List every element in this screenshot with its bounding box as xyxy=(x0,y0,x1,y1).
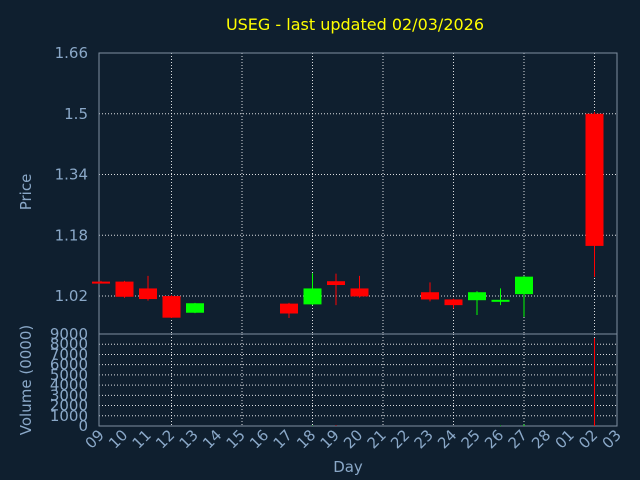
candle-body xyxy=(327,281,345,286)
candle-body xyxy=(186,303,204,313)
volume-tick-label: 1000 xyxy=(50,407,88,425)
candle-body xyxy=(491,299,510,302)
candle-body xyxy=(468,292,486,301)
x-tick-label: 02 xyxy=(575,426,601,452)
price-y-ticks: 1.02 1.18 1.34 1.5 1.66 xyxy=(55,44,88,305)
price-tick-label: 1.34 xyxy=(55,166,88,184)
x-tick-label: 22 xyxy=(387,426,413,452)
candle-body xyxy=(585,113,604,246)
volume-bars xyxy=(312,338,595,426)
volume-tick-label: 9000 xyxy=(50,325,88,343)
x-tick-label: 15 xyxy=(223,426,249,452)
volume-tick-label: 2000 xyxy=(50,397,88,415)
candle-body xyxy=(92,281,110,284)
candle-body xyxy=(162,296,181,318)
x-tick-label: 19 xyxy=(317,426,343,452)
x-tick-label: 24 xyxy=(434,426,460,452)
x-tick-label: 10 xyxy=(105,426,131,452)
x-tick-label: 01 xyxy=(552,426,578,452)
x-tick-label: 03 xyxy=(599,426,625,452)
x-tick-label: 23 xyxy=(411,426,437,452)
candle-body xyxy=(115,281,134,297)
x-tick-label: 25 xyxy=(458,426,484,452)
x-tick-label: 14 xyxy=(199,426,225,452)
candle-body xyxy=(444,299,463,306)
candle-body xyxy=(280,303,298,314)
volume-tick-label: 7000 xyxy=(50,345,88,363)
x-tick-label: 26 xyxy=(481,426,507,452)
volume-tick-label: 0 xyxy=(78,417,88,435)
volume-tick-label: 4000 xyxy=(50,376,88,394)
x-tick-label: 28 xyxy=(528,426,554,452)
volume-grid xyxy=(99,333,617,427)
price-tick-label: 1.18 xyxy=(55,226,88,244)
price-tick-label: 1.02 xyxy=(55,287,88,305)
candle-body xyxy=(139,288,157,300)
volume-tick-label: 8000 xyxy=(50,335,88,353)
volume-tick-label: 6000 xyxy=(50,356,88,374)
x-tick-label: 21 xyxy=(364,426,390,452)
x-tick-label: 27 xyxy=(505,426,531,452)
candle-body xyxy=(421,292,439,300)
x-tick-label: 16 xyxy=(246,426,272,452)
volume-panel-frame xyxy=(98,333,618,427)
x-tick-label: 12 xyxy=(152,426,178,452)
x-tick-label: 20 xyxy=(340,426,366,452)
x-axis-label: Day xyxy=(333,458,363,476)
candle-body xyxy=(350,288,369,297)
candle-body xyxy=(515,276,533,295)
x-tick-label: 13 xyxy=(176,426,202,452)
candle-body xyxy=(303,288,322,305)
x-tick-label: 11 xyxy=(129,426,155,452)
price-tick-label: 1.5 xyxy=(64,105,88,123)
chart-title: USEG - last updated 02/03/2026 xyxy=(226,15,484,34)
volume-tick-label: 3000 xyxy=(50,386,88,404)
x-tick-label: 18 xyxy=(293,426,319,452)
x-tick-label: 17 xyxy=(270,426,296,452)
x-ticks: 0910111213141516171819202122232425262728… xyxy=(82,426,625,452)
volume-axis-label: Volume (0000) xyxy=(17,325,35,435)
candles xyxy=(92,111,604,319)
price-tick-label: 1.66 xyxy=(55,44,88,62)
price-axis-label: Price xyxy=(17,174,35,211)
volume-tick-label: 5000 xyxy=(50,366,88,384)
